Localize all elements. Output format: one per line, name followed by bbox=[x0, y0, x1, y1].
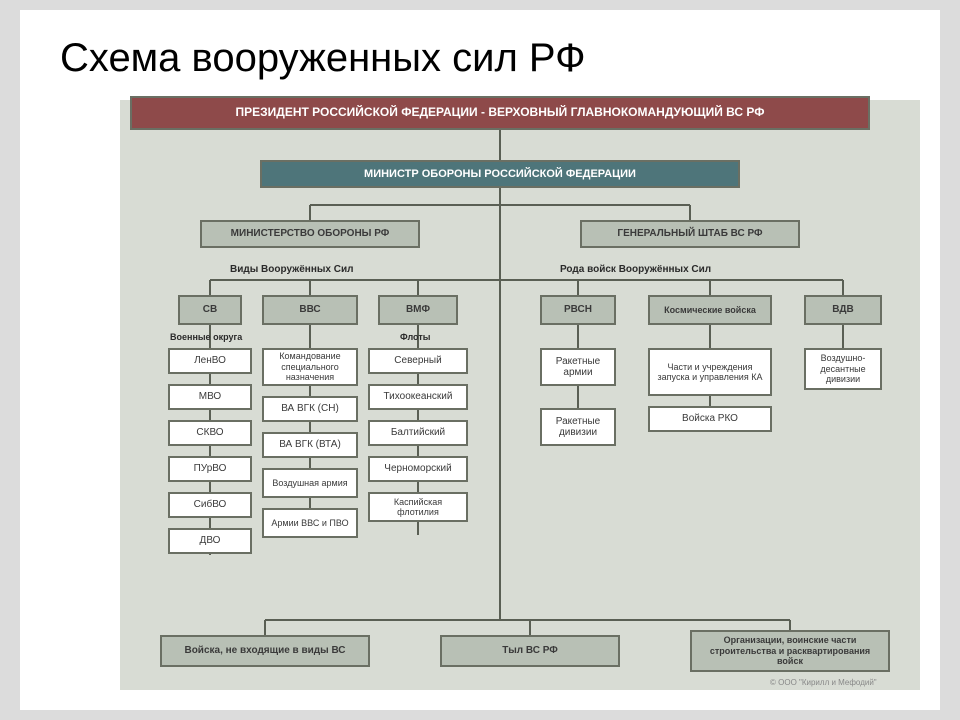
vvs-item-3: Воздушная армия bbox=[262, 468, 358, 498]
kosm-item-0: Части и учреждения запуска и управления … bbox=[648, 348, 772, 396]
node-bottom-1: Войска, не входящие в виды ВС bbox=[160, 635, 370, 667]
label-branches-left: Виды Вооружённых Сил bbox=[230, 264, 353, 275]
vvs-item-1: ВА ВГК (СН) bbox=[262, 396, 358, 422]
vmf-item-3: Черноморский bbox=[368, 456, 468, 482]
rvsn-item-0: Ракетные армии bbox=[540, 348, 616, 386]
node-general-staff: ГЕНЕРАЛЬНЫЙ ШТАБ ВС РФ bbox=[580, 220, 800, 248]
vmf-item-0: Северный bbox=[368, 348, 468, 374]
node-bottom-2: Тыл ВС РФ bbox=[440, 635, 620, 667]
sv-item-1: МВО bbox=[168, 384, 252, 410]
label-districts: Военные округа bbox=[170, 332, 242, 342]
node-vdv: ВДВ bbox=[804, 295, 882, 325]
vvs-item-4: Армии ВВС и ПВО bbox=[262, 508, 358, 538]
vvs-item-0: Командование специального назначения bbox=[262, 348, 358, 386]
sv-item-0: ЛенВО bbox=[168, 348, 252, 374]
vmf-item-2: Балтийский bbox=[368, 420, 468, 446]
node-president: ПРЕЗИДЕНТ РОССИЙСКОЙ ФЕДЕРАЦИИ - ВЕРХОВН… bbox=[130, 96, 870, 130]
sv-item-2: СКВО bbox=[168, 420, 252, 446]
node-ministry: МИНИСТЕРСТВО ОБОРОНЫ РФ bbox=[200, 220, 420, 248]
node-rvsn: РВСН bbox=[540, 295, 616, 325]
node-minister: МИНИСТР ОБОРОНЫ РОССИЙСКОЙ ФЕДЕРАЦИИ bbox=[260, 160, 740, 188]
label-branches-right: Рода войск Вооружённых Сил bbox=[560, 264, 711, 275]
node-vvs: ВВС bbox=[262, 295, 358, 325]
vmf-item-1: Тихоокеанский bbox=[368, 384, 468, 410]
node-sv: СВ bbox=[178, 295, 242, 325]
node-bottom-3: Организации, воинские части строительств… bbox=[690, 630, 890, 672]
footer-copyright: © ООО "Кирилл и Мефодий" bbox=[770, 678, 877, 687]
label-fleets: Флоты bbox=[400, 332, 430, 342]
node-kosm: Космические войска bbox=[648, 295, 772, 325]
rvsn-item-1: Ракетные дивизии bbox=[540, 408, 616, 446]
page-title: Схема вооруженных сил РФ bbox=[60, 36, 586, 81]
sv-item-4: СибВО bbox=[168, 492, 252, 518]
node-vmf: ВМФ bbox=[378, 295, 458, 325]
kosm-item-1: Войска РКО bbox=[648, 406, 772, 432]
vmf-item-4: Каспийская флотилия bbox=[368, 492, 468, 522]
vdv-item-0: Воздушно-десантные дивизии bbox=[804, 348, 882, 390]
vvs-item-2: ВА ВГК (ВТА) bbox=[262, 432, 358, 458]
sv-item-5: ДВО bbox=[168, 528, 252, 554]
sv-item-3: ПУрВО bbox=[168, 456, 252, 482]
